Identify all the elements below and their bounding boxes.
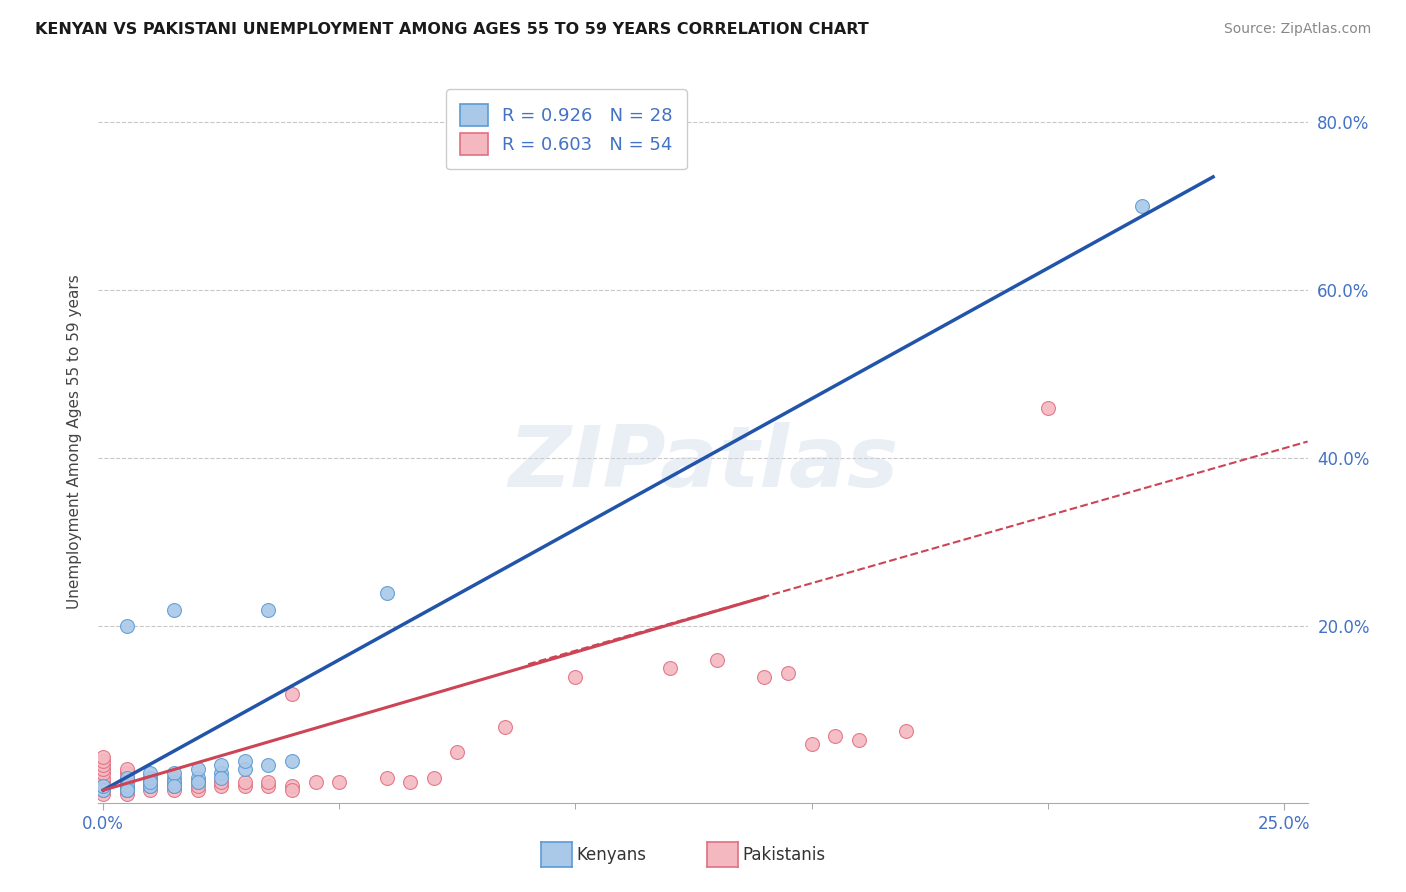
Text: Source: ZipAtlas.com: Source: ZipAtlas.com xyxy=(1223,22,1371,37)
Legend: R = 0.926   N = 28, R = 0.603   N = 54: R = 0.926 N = 28, R = 0.603 N = 54 xyxy=(446,89,688,169)
Text: Kenyans: Kenyans xyxy=(576,846,647,863)
Y-axis label: Unemployment Among Ages 55 to 59 years: Unemployment Among Ages 55 to 59 years xyxy=(66,274,82,609)
Text: ZIPatlas: ZIPatlas xyxy=(508,422,898,505)
Text: KENYAN VS PAKISTANI UNEMPLOYMENT AMONG AGES 55 TO 59 YEARS CORRELATION CHART: KENYAN VS PAKISTANI UNEMPLOYMENT AMONG A… xyxy=(35,22,869,37)
Text: Pakistanis: Pakistanis xyxy=(742,846,825,863)
